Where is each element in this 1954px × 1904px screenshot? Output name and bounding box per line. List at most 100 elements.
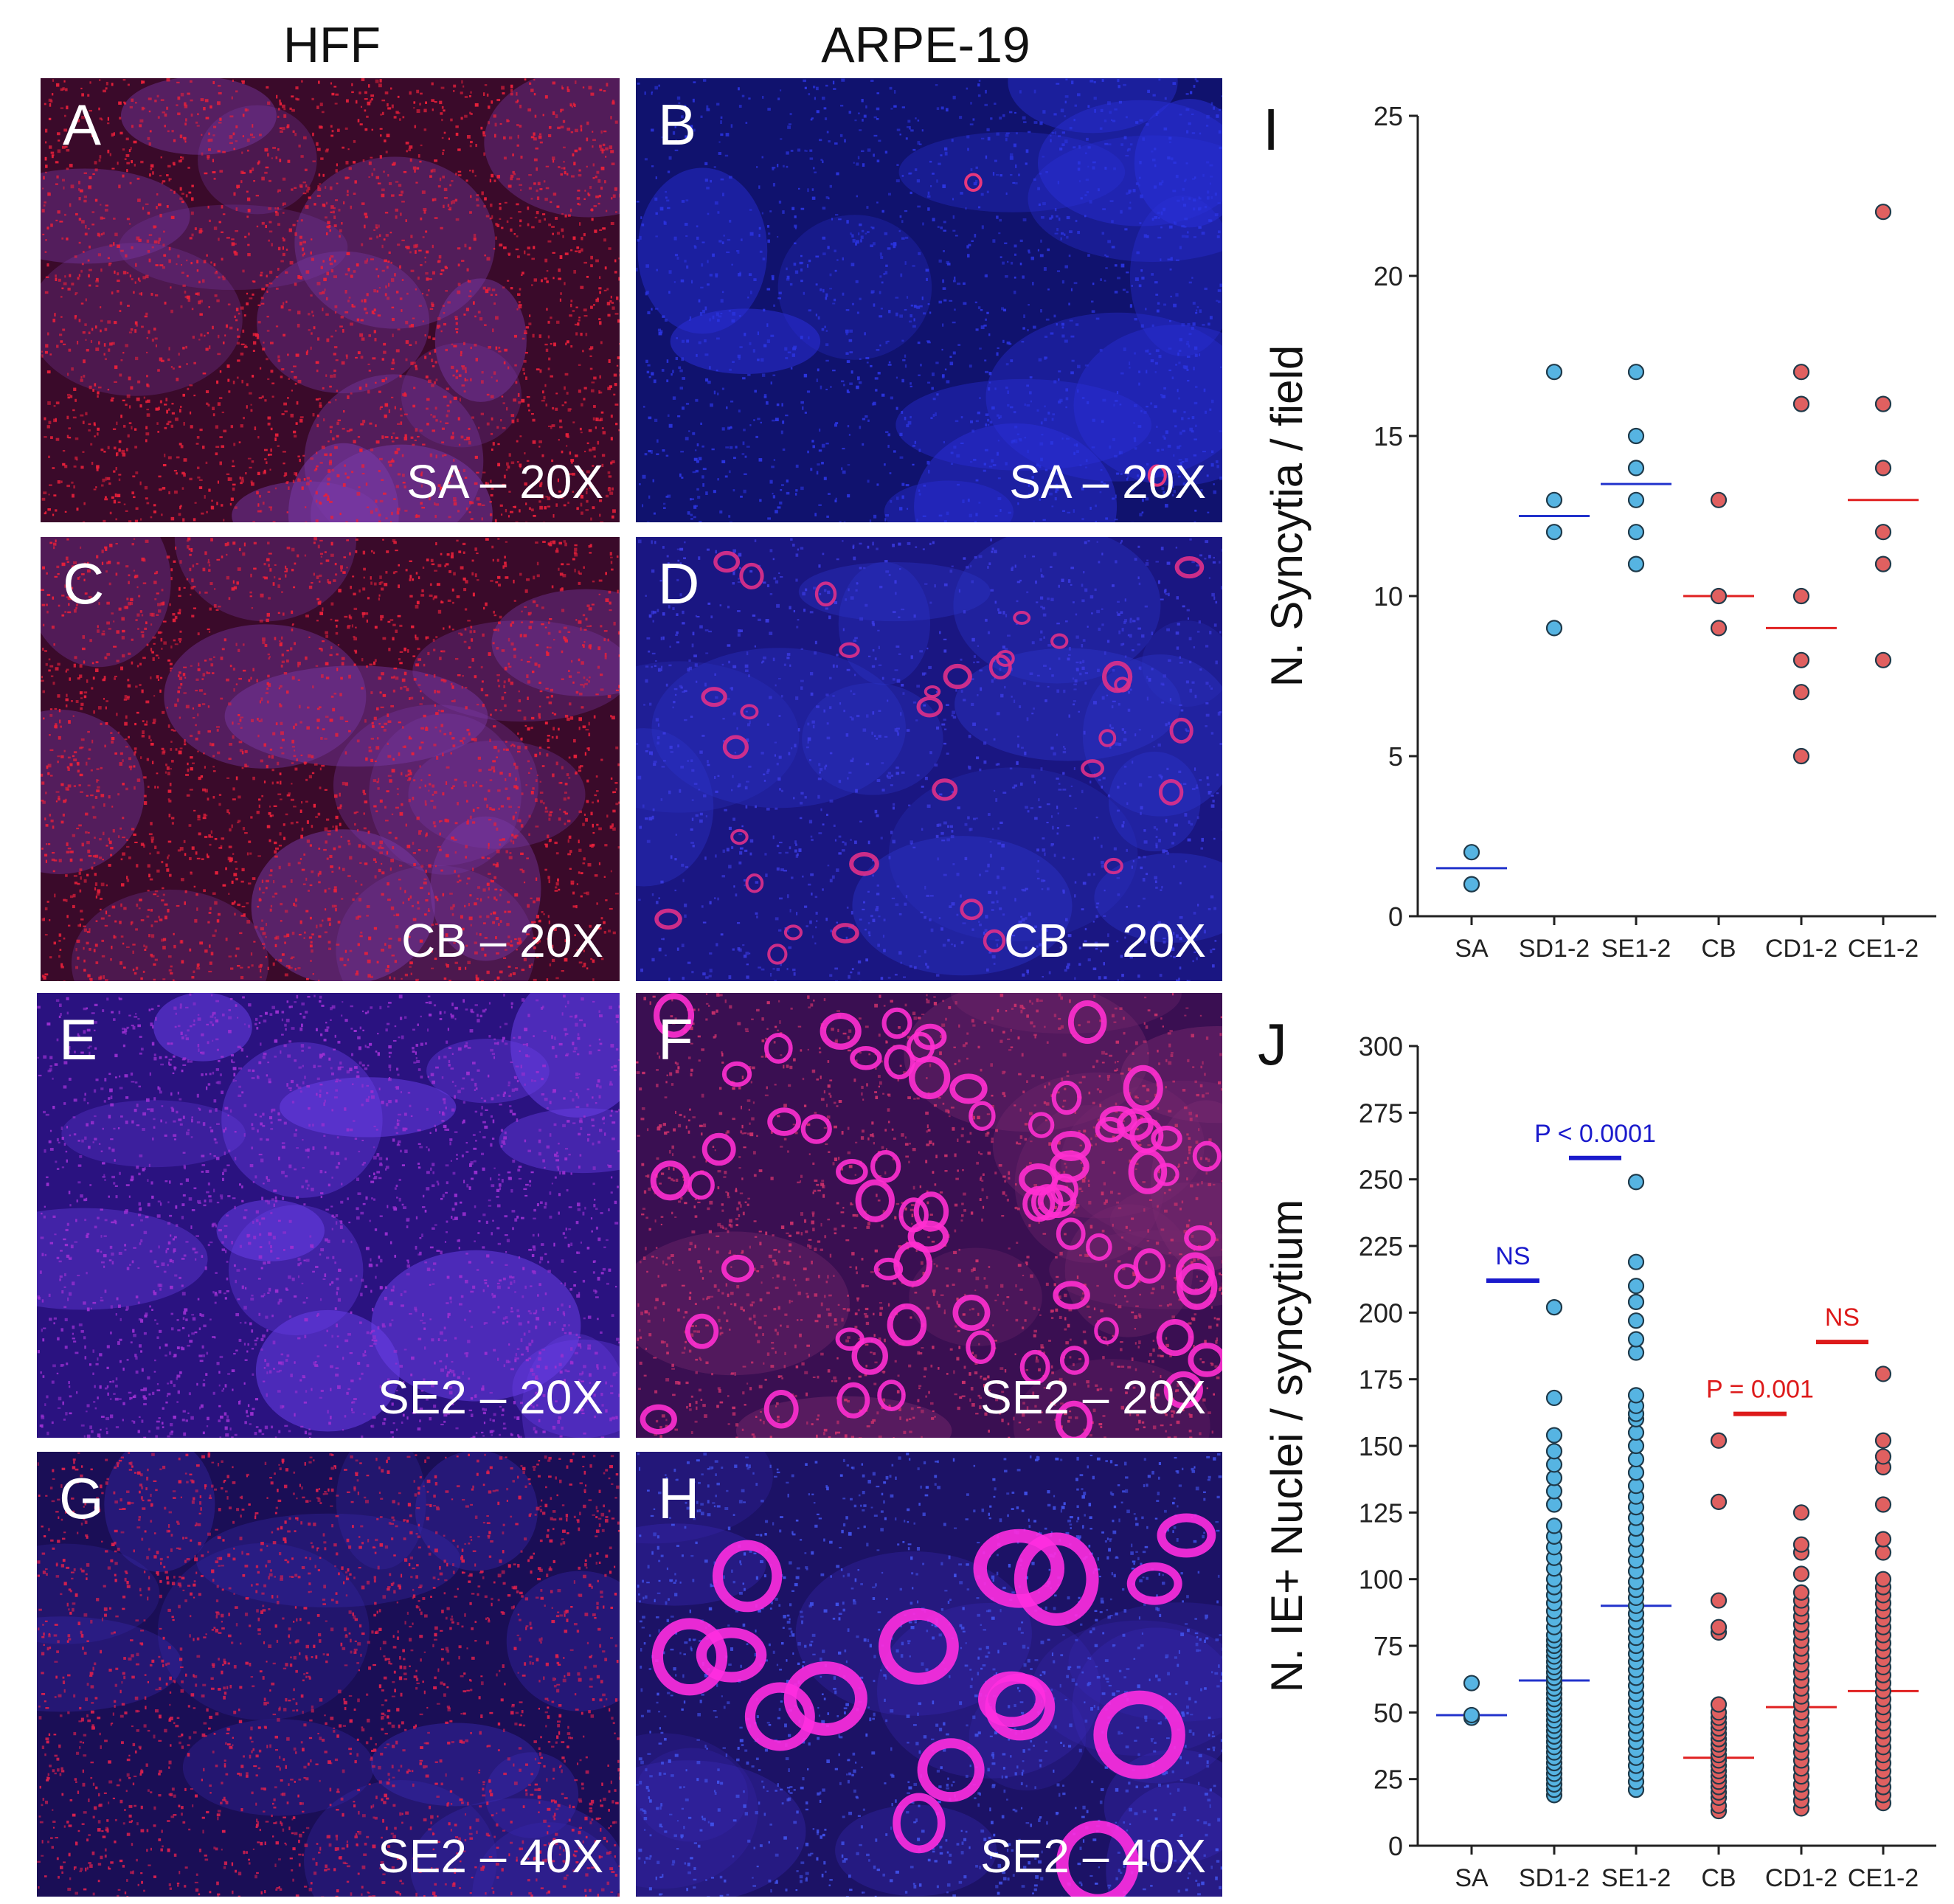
micrograph-speck [690,513,693,516]
micrograph-speck [316,105,319,109]
micrograph-speck [497,575,501,579]
micrograph-speck [152,657,155,661]
micrograph-speck [279,159,282,162]
micrograph-speck [415,572,418,575]
micrograph-speck [831,218,834,221]
micrograph-speck [319,648,322,650]
micrograph-speck [438,255,442,259]
micrograph-speck [56,565,60,569]
micrograph-speck [603,130,607,133]
micrograph-speck [145,274,149,279]
micrograph-speck [454,822,458,825]
micrograph-speck [537,479,540,482]
micrograph-speck [299,275,302,280]
micrograph-speck [211,499,213,502]
micrograph-speck [536,368,540,371]
micrograph-speck [1107,101,1111,105]
micrograph-speck [590,305,593,309]
micrograph-speck [55,277,58,281]
micrograph-speck [242,114,245,117]
micrograph-speck [721,193,725,197]
micrograph-background [41,537,620,981]
micrograph-speck [959,116,963,120]
micrograph-speck [786,151,789,155]
micrograph-speck [483,606,485,610]
micrograph-speck [1038,203,1041,206]
micrograph-speck [283,238,285,242]
micrograph-speck [355,539,358,541]
micrograph-speck [763,344,767,347]
micrograph-speck [96,893,100,896]
micrograph-speck [157,431,160,433]
micrograph-speck [1188,345,1191,348]
micrograph-speck [1122,288,1126,291]
micrograph-speck [488,345,491,349]
micrograph-speck [426,277,429,281]
micrograph-speck [183,473,186,477]
micrograph-speck [184,853,187,856]
micrograph-speck [904,236,909,239]
micrograph-speck [592,139,596,142]
micrograph-speck [1129,304,1133,308]
micrograph-speck [771,274,775,277]
micrograph-speck [536,167,538,171]
micrograph-speck [231,824,233,828]
micrograph-speck [388,831,392,834]
micrograph-speck [111,133,114,137]
micrograph-speck [909,126,911,130]
micrograph-speck [457,247,461,250]
micrograph-speck [957,283,961,285]
micrograph-speck [533,946,536,949]
micrograph-speck [434,958,437,960]
micrograph-speck [78,197,81,201]
micrograph-speck [716,103,720,106]
micrograph-speck [52,467,55,469]
micrograph-speck [96,789,100,792]
micrograph-speck [1217,300,1221,303]
micrograph-speck [1064,265,1068,269]
micrograph-speck [434,514,437,519]
micrograph-speck [118,101,122,105]
micrograph-speck [935,412,937,416]
micrograph-speck [335,733,339,737]
micrograph-speck [576,507,579,510]
micrograph-speck [1040,308,1042,313]
micrograph-speck [536,774,538,777]
micrograph-speck [983,463,987,465]
micrograph-speck [613,393,616,396]
micrograph-speck [1199,197,1202,200]
micrograph-speck [456,595,460,598]
micrograph-speck [261,176,265,181]
micrograph-speck [1013,411,1016,414]
micrograph-speck [441,427,445,430]
micrograph-speck [235,140,238,142]
micrograph-speck [804,412,807,414]
micrograph-speck [163,254,167,257]
micrograph-speck [474,738,477,742]
micrograph-speck [277,268,280,271]
micrograph-speck [105,204,108,207]
micrograph-speck [612,100,615,103]
micrograph-speck [192,564,195,568]
micrograph-speck [364,212,367,216]
micrograph-speck [426,423,429,426]
micrograph-speck [361,337,365,341]
micrograph-speck [207,155,210,159]
micrograph-speck [147,384,150,388]
micrograph-speck [859,224,862,226]
micrograph-speck [242,172,246,174]
micrograph-speck [1165,430,1168,435]
micrograph-speck [260,271,263,274]
micrograph-speck [470,140,473,144]
micrograph-speck [316,148,321,151]
micrograph-speck [293,586,296,589]
micrograph-speck [614,259,617,263]
micrograph-speck [614,271,617,274]
micrograph-speck [686,339,690,343]
micrograph-speck [361,243,364,246]
micrograph-speck [981,137,985,140]
micrograph-speck [176,81,180,83]
micrograph-speck [825,84,828,87]
micrograph-speck [322,291,325,294]
micrograph-speck [59,333,63,336]
